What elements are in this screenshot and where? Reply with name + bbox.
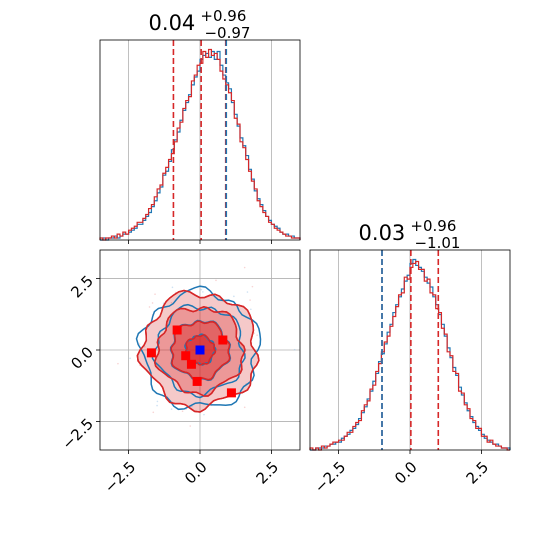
joint-scatter-dot — [202, 291, 204, 293]
marginal-x-histograms — [99, 48, 301, 241]
joint-contour — [135, 285, 262, 411]
joint-scatter-dot — [170, 301, 173, 304]
marginal-y-upper-error: +0.96 — [410, 217, 456, 235]
joint-contour — [153, 306, 246, 397]
joint-y-tick-labels: −2.5 0.0 2.5 — [59, 272, 97, 453]
marginal-y-x-tick-label: −2.5 — [311, 458, 349, 496]
joint-scatter-dot — [156, 404, 158, 407]
marginal-y-panel: 0.03 +0.96 −1.01 −2.5 0.0 2.5 — [309, 216, 511, 497]
marginal-x-histogram-series-1 — [99, 48, 301, 241]
joint-scatter-dot — [117, 362, 119, 365]
joint-y-tick-label: 0.0 — [67, 343, 97, 373]
joint-scatter-dot — [256, 334, 258, 336]
joint-scatter-dot — [170, 408, 173, 410]
joint-scatter-dot — [203, 413, 205, 416]
marginal-x-upper-error: +0.96 — [200, 7, 246, 25]
marginal-x-grid — [128, 40, 272, 244]
marginal-y-histogram-series-1 — [309, 260, 510, 451]
joint-markers — [146, 325, 236, 398]
joint-scatter-dot — [293, 348, 296, 351]
marginal-x-lower-error: −0.97 — [204, 24, 250, 42]
joint-scatter-dot — [243, 266, 246, 269]
joint-sample-marker — [172, 325, 182, 335]
joint-x-tick-label: −2.5 — [101, 458, 139, 496]
marginal-x-median: 0.04 — [149, 11, 196, 35]
joint-scatter-dot — [156, 400, 159, 403]
joint-scatter-dot — [154, 293, 156, 295]
marginal-x-quantile-lines — [172, 40, 228, 240]
joint-sample-marker — [181, 351, 191, 361]
joint-frame — [99, 249, 301, 451]
joint-x-tick-label: 0.0 — [181, 458, 211, 488]
joint-sample-marker — [146, 348, 156, 358]
marginal-y-lower-error: −1.01 — [414, 234, 460, 252]
marginal-y-x-tick-label: 2.5 — [463, 458, 493, 488]
joint-scatter-dot — [246, 291, 249, 293]
joint-scatter-dot — [189, 425, 192, 427]
joint-sample-marker — [218, 335, 228, 345]
joint-scatter-dot — [233, 295, 235, 298]
joint-scatter-dot — [251, 285, 254, 288]
joint-scatter-dot — [138, 343, 141, 345]
joint-scatter-dot — [148, 306, 151, 308]
marginal-x-histogram-series-0 — [100, 50, 301, 241]
joint-contour — [170, 320, 231, 381]
marginal-y-quantile-lines — [381, 250, 440, 450]
joint-sample-marker — [186, 359, 196, 369]
joint-scatter-dot — [215, 279, 217, 282]
joint-sample-marker — [226, 388, 236, 398]
joint-scatter-dot — [250, 308, 252, 311]
joint-sample-marker — [192, 376, 202, 386]
joint-scatter-dot — [152, 411, 155, 414]
marginal-y-x-tick-label: 0.0 — [391, 458, 421, 488]
marginal-x-panel: 0.04 +0.96 −0.97 — [99, 6, 301, 244]
joint-scatter-dot — [144, 345, 146, 348]
marginal-y-median: 0.03 — [359, 221, 406, 245]
joint-scatter-dot — [151, 302, 154, 304]
joint-contour — [184, 334, 217, 366]
marginal-x-frame — [99, 39, 301, 241]
joint-truth-marker — [195, 345, 205, 355]
joint-scatter-dot — [191, 405, 193, 408]
joint-scatter-dot — [243, 406, 246, 409]
joint-panel: −2.5 0.0 2.5 −2.5 0.0 2.5 — [59, 249, 301, 497]
marginal-y-title: 0.03 +0.96 −1.01 — [359, 216, 462, 252]
marginal-x-title: 0.04 +0.96 −0.97 — [149, 6, 252, 42]
marginal-y-grid — [338, 250, 482, 454]
joint-scatter-dot — [171, 286, 174, 289]
joint-x-tick-labels: −2.5 0.0 2.5 — [101, 458, 282, 496]
joint-scatter-dot — [129, 357, 131, 360]
marginal-y-x-tick-labels: −2.5 0.0 2.5 — [311, 458, 492, 496]
marginal-y-frame — [309, 249, 511, 451]
joint-scatter-dot — [249, 299, 251, 301]
marginal-y-histograms — [309, 258, 511, 451]
joint-scatter-dot — [200, 288, 203, 291]
joint-y-tick-label: −2.5 — [59, 415, 97, 453]
joint-x-tick-label: 2.5 — [253, 458, 283, 488]
joint-y-tick-label: 2.5 — [67, 272, 97, 302]
joint-scatter-dot — [181, 410, 184, 413]
